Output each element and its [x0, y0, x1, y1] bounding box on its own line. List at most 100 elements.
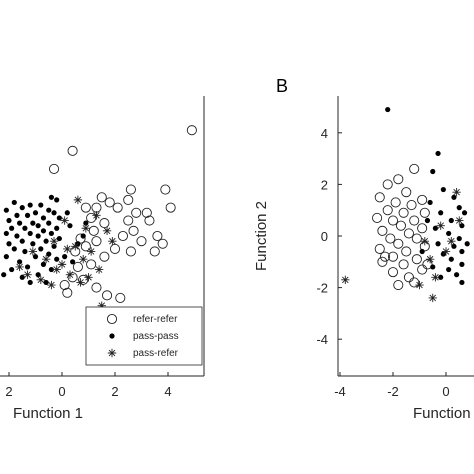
point-refer-refer-36: [62, 287, 73, 298]
point-pass-refer-5: [49, 236, 59, 246]
point-pass-refer-14: [65, 270, 75, 279]
point-pass-pass-53: [1, 272, 7, 278]
point-pass-pass-3: [440, 186, 446, 193]
point-pass-pass-30: [43, 238, 49, 244]
panel-b-x-ticks: -4 -2 0: [334, 372, 450, 399]
point-refer-refer-8: [382, 205, 393, 216]
legend: refer-refer pass-pass pass-refer: [85, 306, 203, 366]
point-refer-refer-2: [382, 179, 393, 190]
point-pass-pass-39: [32, 254, 39, 260]
point-pass-pass-18: [35, 223, 41, 229]
point-refer-refer-24: [387, 251, 399, 262]
point-refer-refer-12: [80, 202, 91, 213]
x-tick-label: 0: [442, 384, 449, 399]
point-refer-refer-18: [128, 225, 139, 236]
legend-markers: [106, 313, 118, 358]
point-pass-refer-3: [425, 255, 435, 264]
point-pass-refer-2: [415, 280, 424, 290]
point-refer-refer-15: [123, 215, 134, 226]
point-refer-refer-9: [104, 197, 115, 208]
point-pass-refer-9: [431, 273, 440, 282]
point-refer-refer-20: [136, 236, 147, 247]
point-pass-refer-6: [420, 236, 429, 246]
point-pass-pass-48: [67, 223, 73, 229]
point-pass-pass-4: [38, 202, 44, 208]
point-pass-pass-44: [48, 266, 55, 273]
point-pass-pass-12: [40, 215, 47, 221]
point-pass-refer-15: [23, 270, 32, 279]
point-refer-refer-32: [422, 259, 433, 270]
point-pass-refer-21: [57, 260, 67, 269]
legend-marker-refer-refer: [106, 313, 118, 325]
point-pass-refer-17: [76, 278, 85, 287]
legend-marker-pass-refer: [107, 348, 117, 358]
point-pass-pass-25: [48, 230, 55, 237]
point-refer-refer-30: [149, 246, 160, 257]
point-pass-pass-2: [11, 199, 17, 206]
point-refer-refer-34: [86, 259, 97, 270]
point-pass-pass-1: [435, 150, 441, 157]
x-tick-label: 0: [58, 384, 65, 399]
point-pass-pass-9: [459, 223, 465, 229]
point-pass-pass-45: [9, 266, 15, 273]
point-pass-pass-6: [456, 205, 462, 211]
point-pass-pass-24: [424, 217, 431, 224]
point-refer-refer-14: [99, 218, 110, 229]
point-pass-pass-25: [419, 248, 425, 255]
point-refer-refer-1: [409, 163, 420, 174]
point-refer-refer-19: [117, 230, 128, 242]
point-refer-refer-26: [80, 241, 91, 252]
legend-label-pass-refer: pass-refer: [133, 348, 179, 359]
point-refer-refer-6: [390, 197, 401, 208]
point-pass-pass-13: [56, 215, 62, 221]
point-pass-pass-4: [451, 194, 457, 200]
point-refer-refer-27: [398, 259, 409, 270]
point-refer-refer-34: [409, 277, 420, 288]
legend-marker-pass-pass: [109, 333, 115, 339]
point-pass-pass-0: [48, 194, 55, 200]
point-refer-refer-37: [91, 282, 102, 293]
point-pass-pass-35: [38, 246, 44, 252]
panel-a-x-axis-label: Function 1: [13, 405, 83, 422]
point-refer-refer-26: [377, 256, 388, 267]
point-refer-refer-6: [123, 194, 134, 205]
point-refer-refer-14: [395, 220, 407, 231]
point-pass-pass-14: [6, 217, 12, 224]
point-pass-refer-6: [71, 242, 80, 251]
point-pass-refer-11: [79, 255, 88, 264]
point-refer-refer-2: [49, 163, 60, 174]
y-tick-label: -4: [316, 332, 328, 347]
point-pass-pass-1: [54, 197, 60, 203]
point-pass-pass-3: [27, 202, 33, 208]
point-refer-refer-20: [393, 238, 404, 249]
point-refer-refer-28: [109, 243, 121, 254]
point-refer-refer-16: [131, 207, 142, 218]
point-refer-refer-24: [75, 233, 86, 244]
point-pass-refer-5: [452, 187, 461, 197]
point-pass-pass-19: [9, 225, 15, 231]
point-pass-refer-3: [81, 224, 91, 233]
point-pass-pass-18: [459, 261, 465, 267]
point-pass-pass-15: [459, 248, 465, 255]
point-refer-refer-25: [411, 254, 422, 265]
point-refer-refer-35: [59, 279, 70, 291]
point-refer-refer-29: [387, 267, 399, 278]
point-refer-refer-11: [372, 212, 383, 223]
panel-b: B 4 2 0 -2 -4 -4 -2 0 Function 2 Function: [253, 76, 474, 422]
point-pass-pass-47: [19, 274, 25, 280]
point-refer-refer-15: [417, 223, 428, 234]
panel-b-y-axis-label: Function 2: [253, 201, 270, 271]
point-refer-refer-16: [377, 225, 388, 236]
point-pass-pass-11: [446, 230, 452, 237]
point-refer-refer-4: [165, 202, 176, 213]
point-pass-refer-22: [108, 236, 117, 246]
point-pass-pass-40: [54, 256, 60, 262]
point-pass-pass-19: [430, 264, 436, 270]
legend-box: [85, 306, 203, 366]
point-pass-refer-4: [436, 221, 445, 230]
point-pass-pass-46: [35, 272, 41, 278]
y-tick-label: 2: [321, 177, 328, 192]
point-pass-pass-10: [14, 212, 20, 218]
